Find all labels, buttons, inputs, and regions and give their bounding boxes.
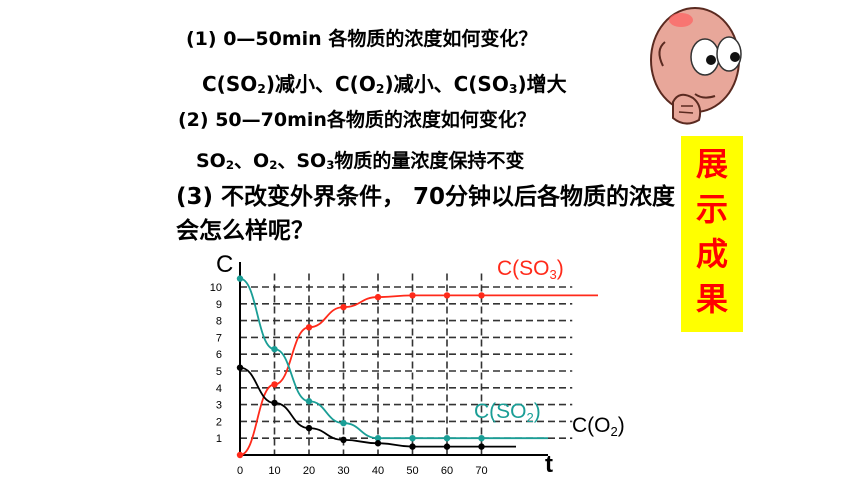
data-point <box>409 435 416 442</box>
data-point <box>340 303 347 311</box>
data-point <box>305 398 313 405</box>
x-tick-label: 30 <box>337 465 349 477</box>
y-tick-label: 2 <box>216 416 222 428</box>
data-point <box>409 292 416 299</box>
x-tick-label: 40 <box>372 465 384 477</box>
x-axis-label: t <box>545 451 553 478</box>
y-tick-label: 7 <box>216 332 222 344</box>
data-point <box>478 435 485 442</box>
y-tick-label: 9 <box>216 299 222 311</box>
y-tick-label: 5 <box>216 366 222 378</box>
data-point <box>271 399 278 407</box>
data-point <box>305 424 313 432</box>
answer-1: C(SO2)减小、C(O2)减小、C(SO3)增大 <box>202 72 567 96</box>
showcase-label: 展示成果 <box>695 145 728 318</box>
data-point <box>236 451 244 459</box>
answer-2: SO2、O2、SO3物质的量浓度保持不变 <box>196 150 525 172</box>
data-point <box>374 440 382 447</box>
y-tick-label: 6 <box>216 349 222 361</box>
series-label: C(O2) <box>572 414 625 439</box>
data-point <box>340 419 347 427</box>
data-point <box>443 435 451 442</box>
data-point <box>236 364 244 371</box>
question-1: (1) 0—50min 各物质的浓度如何变化？ <box>186 28 538 50</box>
y-tick-label: 4 <box>216 383 222 395</box>
data-point <box>478 443 485 450</box>
x-tick-label: 10 <box>268 465 280 477</box>
data-point <box>340 436 347 444</box>
thinking-face-icon <box>650 7 742 125</box>
x-tick-label: 50 <box>406 465 418 477</box>
y-tick-label: 8 <box>216 316 222 328</box>
data-point <box>478 292 485 299</box>
data-point <box>443 292 451 299</box>
showcase-banner: 展示成果 <box>681 136 743 332</box>
data-point <box>443 443 451 450</box>
x-tick-label: 20 <box>303 465 315 477</box>
series-label: C(SO2) <box>474 400 541 425</box>
data-point <box>271 381 278 388</box>
y-tick-label: 1 <box>216 433 222 445</box>
question-3: (3) 不改变外界条件， 70分钟以后各物质的浓度会怎么样呢？ <box>176 184 676 244</box>
data-point <box>374 293 382 301</box>
data-point <box>305 324 313 331</box>
data-point <box>374 435 382 442</box>
y-tick-label: 10 <box>210 282 222 294</box>
data-point <box>236 275 244 282</box>
x-tick-label: 60 <box>441 465 453 477</box>
y-axis-label: C <box>216 251 233 278</box>
x-tick-label: 70 <box>475 465 487 477</box>
y-tick-label: 3 <box>216 400 222 412</box>
series-label: C(SO3) <box>497 257 564 282</box>
data-point <box>409 443 416 450</box>
data-point <box>271 345 278 353</box>
question-2: (2) 50—70min各物质的浓度如何变化？ <box>178 109 536 131</box>
x-tick-label: 0 <box>237 465 243 477</box>
series-line <box>239 294 598 456</box>
